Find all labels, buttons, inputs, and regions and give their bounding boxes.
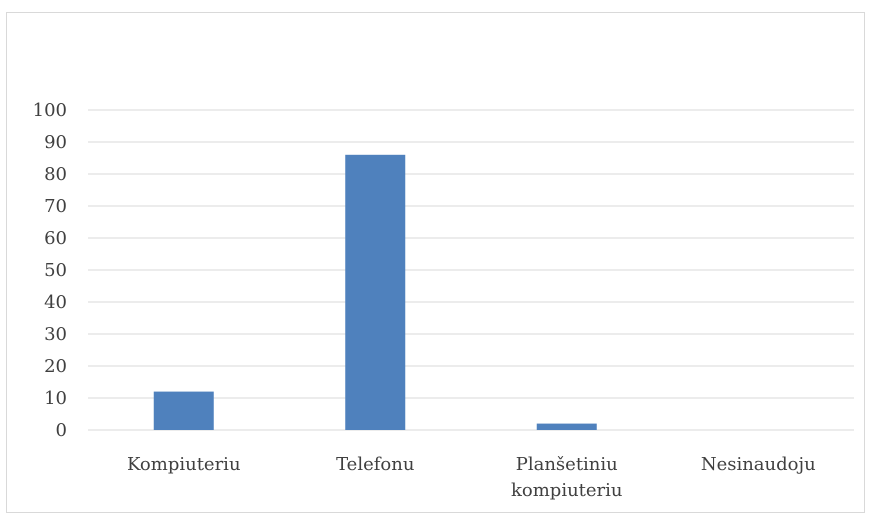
y-tick-label: 30 <box>44 324 67 345</box>
y-tick-label: 80 <box>44 164 67 185</box>
y-axis-ticks: 0 10 20 30 40 50 60 70 80 90 100 <box>33 100 67 441</box>
x-category-label: Kompiuteriu <box>127 454 241 475</box>
x-category-label: Telefonu <box>336 454 414 475</box>
y-tick-label: 100 <box>33 100 67 121</box>
y-tick-label: 0 <box>56 420 67 441</box>
y-tick-label: 40 <box>44 292 67 313</box>
bars <box>153 154 597 431</box>
x-category-label-line: Kompiuteriu <box>127 454 241 475</box>
bar <box>345 154 406 431</box>
x-category-label: Nesinaudoju <box>701 454 816 475</box>
x-axis-labels: Kompiuteriu Telefonu Planšetiniu kompiuteri… <box>127 454 816 501</box>
y-tick-label: 70 <box>44 196 67 217</box>
x-category-label-line: Nesinaudoju <box>701 454 816 475</box>
bar <box>153 391 214 430</box>
y-tick-label: 10 <box>44 388 67 409</box>
chart-border <box>6 12 865 513</box>
x-category-label-line: Planšetiniu <box>516 454 618 475</box>
x-category-label-line: Telefonu <box>336 454 414 475</box>
y-tick-label: 50 <box>44 260 67 281</box>
bar <box>536 423 597 430</box>
y-tick-label: 90 <box>44 132 67 153</box>
gridlines <box>88 109 854 431</box>
x-category-label: Planšetiniu kompiuteriu <box>511 454 623 501</box>
y-tick-label: 20 <box>44 356 67 377</box>
x-category-label-line: kompiuteriu <box>511 480 623 501</box>
y-tick-label: 60 <box>44 228 67 249</box>
